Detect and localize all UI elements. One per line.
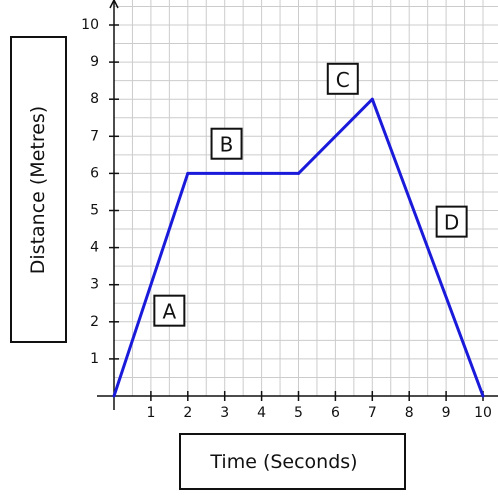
x-tick-label: 9 (442, 405, 451, 421)
y-tick-label: 4 (90, 240, 99, 256)
y-tick-label: 1 (90, 351, 99, 367)
y-tick-label: 10 (81, 17, 99, 33)
x-tick-label: 10 (474, 405, 492, 421)
x-tick-labels: 1 2 3 4 5 6 7 8 9 10 (146, 405, 491, 421)
x-tick-label: 6 (331, 405, 340, 421)
section-label-text: B (220, 133, 234, 157)
section-label-c: C (326, 62, 359, 95)
y-tick-label: 7 (90, 128, 99, 144)
section-label-text: A (163, 300, 177, 324)
data-point (186, 171, 190, 175)
section-label-text: C (336, 68, 350, 92)
section-label-box (153, 294, 186, 327)
y-tick-label: 2 (90, 314, 99, 330)
y-tick-label: 5 (90, 203, 99, 219)
section-label-a: A (153, 294, 186, 327)
section-label-box (326, 62, 359, 95)
data-point (481, 394, 485, 398)
x-tick-label: 4 (257, 405, 266, 421)
x-tick-label: 7 (368, 405, 377, 421)
x-axis-label: Time (Seconds) (209, 451, 357, 473)
x-tick-label: 2 (183, 405, 192, 421)
x-tick-label: 3 (220, 405, 229, 421)
y-tick-label: 8 (90, 91, 99, 107)
y-axis-label: Distance (Metres) (27, 106, 49, 274)
y-axis-arrow (109, 0, 119, 9)
section-label-b: B (210, 127, 243, 160)
y-axis-label-box: Distance (Metres) (10, 36, 67, 343)
grid-lines (114, 0, 498, 396)
x-axis-label-box: Time (Seconds) (179, 433, 406, 490)
section-label-text: D (444, 211, 459, 235)
section-label-box (435, 205, 468, 238)
y-tick-labels: 1 2 3 4 5 6 7 8 9 10 (81, 17, 99, 367)
y-tick-label: 9 (90, 54, 99, 70)
x-tick-label: 1 (146, 405, 155, 421)
series (112, 97, 485, 398)
section-label-d: D (435, 205, 468, 238)
section-label-box (210, 127, 243, 160)
data-point (370, 97, 374, 101)
data-point (297, 171, 300, 175)
x-tick-label: 5 (294, 405, 303, 421)
x-tick-label: 8 (405, 405, 414, 421)
axes (97, 0, 498, 410)
section-labels: A B C D (153, 62, 468, 327)
data-point (112, 394, 116, 398)
y-tick-label: 6 (90, 165, 99, 181)
y-tick-label: 3 (90, 277, 99, 293)
